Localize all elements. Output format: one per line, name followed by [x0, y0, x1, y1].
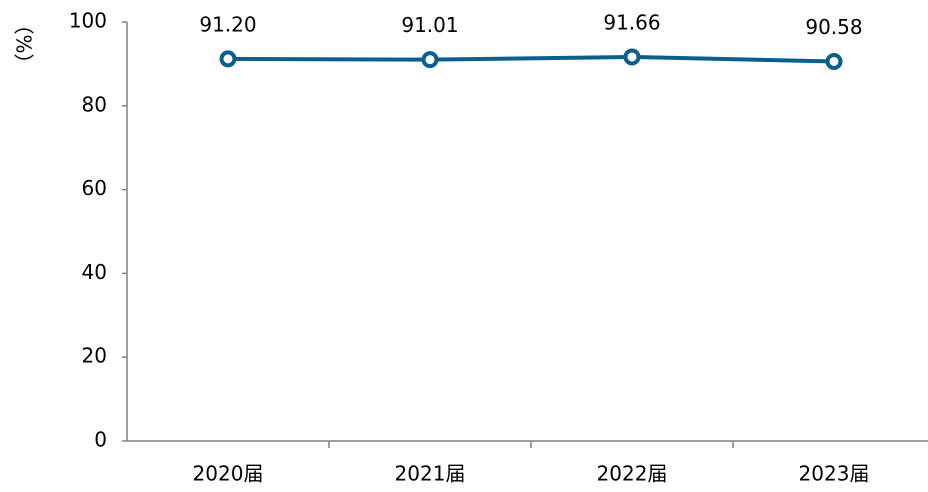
y-axis-label: （%） [12, 14, 36, 73]
point [825, 52, 843, 70]
y-tick-label: 40 [82, 260, 107, 284]
y-tick-label: 0 [94, 428, 107, 452]
x-tick-label: 2020届 [193, 462, 264, 486]
y-tick-label: 80 [82, 92, 107, 116]
data-label: 91.20 [199, 12, 256, 36]
y-tick-label: 60 [82, 176, 107, 200]
x-tick-label: 2022届 [597, 462, 668, 486]
x-tick-label: 2021届 [395, 462, 466, 486]
x-tick-label: 2023届 [799, 462, 870, 486]
y-tick-label: 20 [82, 344, 107, 368]
data-label: 91.66 [603, 10, 660, 34]
line [227, 54, 835, 64]
y-tick-label: 100 [69, 9, 107, 33]
point [421, 51, 439, 69]
data-label: 91.01 [401, 13, 458, 37]
data-label: 90.58 [805, 15, 862, 39]
point [219, 50, 237, 68]
point [623, 48, 641, 66]
